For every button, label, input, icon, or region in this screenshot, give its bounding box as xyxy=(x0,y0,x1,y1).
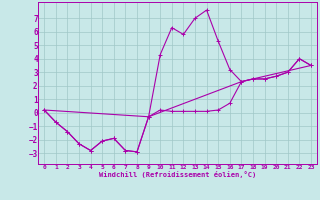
X-axis label: Windchill (Refroidissement éolien,°C): Windchill (Refroidissement éolien,°C) xyxy=(99,171,256,178)
